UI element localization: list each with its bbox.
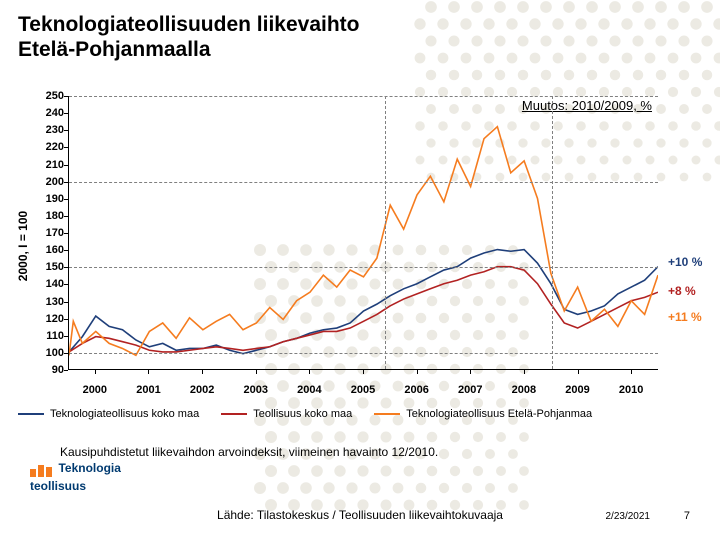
x-tick-label: 2001 <box>136 384 160 396</box>
y-tick-label: 90 <box>36 364 64 376</box>
title-line-1: Teknologiateollisuuden liikevaihto <box>18 13 360 36</box>
y-tick-label: 140 <box>36 278 64 290</box>
x-tick-label: 2009 <box>565 384 589 396</box>
y-tick-label: 110 <box>36 330 64 342</box>
legend-item: Teollisuus koko maa <box>221 408 352 420</box>
x-tick-label: 2005 <box>351 384 375 396</box>
legend-swatch <box>221 413 247 415</box>
change-annotation-tekno_ep: +11 % <box>668 310 702 324</box>
y-tick-label: 170 <box>36 227 64 239</box>
x-tick-label: 2002 <box>190 384 214 396</box>
logo-text-2: teollisuus <box>30 479 86 493</box>
legend-item: Teknologiateollisuus koko maa <box>18 408 199 420</box>
change-annotation-teoll_koko: +8 % <box>668 284 696 298</box>
x-tick-label: 2006 <box>404 384 428 396</box>
footnote: Kausipuhdistetut liikevaihdon arvoindeks… <box>60 445 438 459</box>
plot-area <box>68 96 658 370</box>
title-line-2: Etelä-Pohjanmaalla <box>18 38 211 61</box>
teknologiateollisuus-logo: Teknologia teollisuus <box>30 459 121 495</box>
legend-label: Teollisuus koko maa <box>253 408 352 420</box>
y-tick-label: 130 <box>36 296 64 308</box>
legend-swatch <box>374 413 400 415</box>
y-tick-label: 230 <box>36 124 64 136</box>
y-tick-label: 180 <box>36 210 64 222</box>
change-annotation-tekno_koko: +10 % <box>668 255 702 269</box>
y-tick-label: 220 <box>36 141 64 153</box>
y-tick-label: 150 <box>36 261 64 273</box>
logo-text-1: Teknologia <box>58 461 120 475</box>
legend-item: Teknologiateollisuus Etelä-Pohjanmaa <box>374 408 592 420</box>
legend-label: Teknologiateollisuus koko maa <box>50 408 199 420</box>
y-tick-label: 240 <box>36 107 64 119</box>
x-tick-label: 2003 <box>243 384 267 396</box>
x-tick-label: 2010 <box>619 384 643 396</box>
series-teoll_koko <box>69 267 658 352</box>
y-tick-label: 200 <box>36 176 64 188</box>
x-tick-label: 2004 <box>297 384 321 396</box>
y-axis-title: 2000, I = 100 <box>16 211 30 281</box>
y-tick-label: 160 <box>36 244 64 256</box>
y-tick-label: 210 <box>36 159 64 171</box>
footer-date: 2/23/2021 <box>606 511 651 522</box>
y-tick-label: 100 <box>36 347 64 359</box>
legend: Teknologiateollisuus koko maa Teollisuus … <box>18 408 702 420</box>
x-tick-label: 2007 <box>458 384 482 396</box>
legend-label: Teknologiateollisuus Etelä-Pohjanmaa <box>406 408 592 420</box>
legend-swatch <box>18 413 44 415</box>
x-tick-label: 2000 <box>83 384 107 396</box>
line-chart: 2000, I = 100 90 100 110 120 130 140 150 160 170… <box>18 96 658 396</box>
y-tick-label: 250 <box>36 90 64 102</box>
series-svg <box>69 96 658 369</box>
page-number: 7 <box>684 510 690 522</box>
y-tick-label: 120 <box>36 313 64 325</box>
x-tick-label: 2008 <box>512 384 536 396</box>
slide-title: Teknologiateollisuuden liikevaihto Etelä… <box>18 12 360 62</box>
y-tick-label: 190 <box>36 193 64 205</box>
